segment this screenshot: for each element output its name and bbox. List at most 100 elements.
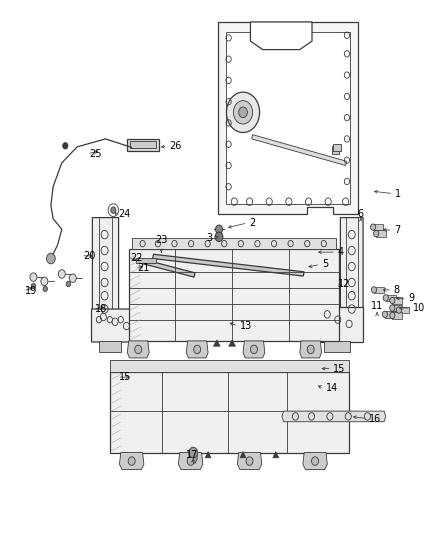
Text: 23: 23 (155, 235, 168, 245)
Circle shape (239, 107, 247, 118)
Circle shape (246, 457, 253, 465)
Polygon shape (315, 307, 363, 342)
Polygon shape (386, 295, 396, 301)
Bar (136, 258, 155, 263)
Circle shape (31, 284, 35, 289)
Circle shape (382, 311, 388, 318)
Polygon shape (205, 451, 211, 458)
Text: 4: 4 (338, 247, 344, 257)
Circle shape (226, 92, 260, 133)
Polygon shape (273, 451, 279, 458)
Circle shape (390, 305, 395, 311)
Circle shape (128, 457, 135, 465)
Text: 21: 21 (137, 263, 149, 273)
Text: 6: 6 (358, 208, 364, 219)
Polygon shape (152, 254, 304, 276)
Circle shape (251, 345, 258, 354)
Polygon shape (186, 341, 208, 358)
Polygon shape (392, 312, 403, 319)
Polygon shape (218, 22, 358, 214)
Polygon shape (120, 453, 144, 470)
Text: 17: 17 (186, 450, 198, 460)
Text: 22: 22 (130, 253, 142, 263)
Text: 13: 13 (240, 321, 252, 331)
Text: 11: 11 (371, 301, 383, 311)
Circle shape (371, 287, 377, 293)
Text: 12: 12 (338, 279, 350, 288)
Circle shape (46, 253, 55, 264)
Circle shape (58, 270, 65, 278)
Polygon shape (178, 453, 203, 470)
Polygon shape (240, 451, 246, 458)
Text: 15: 15 (120, 372, 132, 382)
Text: 25: 25 (89, 149, 101, 159)
Circle shape (69, 274, 76, 282)
Circle shape (187, 457, 194, 465)
Polygon shape (303, 453, 327, 470)
Polygon shape (138, 258, 195, 277)
Text: 7: 7 (395, 225, 401, 236)
Text: 19: 19 (25, 286, 37, 296)
Text: 3: 3 (207, 233, 213, 243)
Polygon shape (374, 287, 384, 293)
Text: 15: 15 (333, 364, 346, 374)
Polygon shape (385, 311, 395, 318)
Circle shape (390, 297, 395, 304)
Polygon shape (229, 340, 236, 346)
Text: 24: 24 (118, 209, 131, 220)
Polygon shape (237, 453, 262, 470)
Bar (130, 141, 156, 149)
Polygon shape (251, 22, 312, 50)
Text: 5: 5 (322, 260, 328, 269)
Circle shape (189, 447, 198, 458)
Circle shape (396, 307, 402, 313)
Polygon shape (392, 297, 403, 304)
Bar (127, 139, 159, 151)
Circle shape (43, 286, 47, 292)
Polygon shape (92, 312, 130, 328)
Polygon shape (110, 372, 349, 453)
Polygon shape (213, 340, 220, 346)
Polygon shape (392, 305, 403, 311)
Circle shape (194, 345, 201, 354)
Text: 2: 2 (249, 218, 255, 228)
Polygon shape (300, 341, 321, 358)
Bar (132, 238, 336, 249)
Circle shape (371, 224, 376, 230)
Polygon shape (189, 454, 197, 463)
Polygon shape (226, 31, 350, 204)
Text: 10: 10 (413, 303, 425, 313)
Text: 20: 20 (83, 251, 95, 261)
Polygon shape (373, 224, 383, 230)
Polygon shape (252, 135, 346, 165)
Circle shape (233, 101, 253, 124)
Circle shape (383, 295, 389, 301)
Polygon shape (243, 341, 265, 358)
Polygon shape (92, 309, 145, 342)
Polygon shape (399, 307, 409, 313)
Circle shape (135, 345, 142, 354)
Text: 9: 9 (409, 293, 415, 303)
Polygon shape (282, 411, 386, 422)
Polygon shape (340, 217, 363, 328)
Circle shape (30, 273, 37, 281)
Polygon shape (99, 341, 121, 352)
Polygon shape (376, 230, 386, 237)
Polygon shape (130, 249, 339, 341)
Bar (110, 360, 349, 372)
Polygon shape (324, 341, 350, 352)
Polygon shape (332, 147, 339, 154)
Circle shape (111, 207, 116, 213)
Circle shape (41, 277, 48, 286)
Text: 1: 1 (396, 189, 402, 199)
Polygon shape (127, 341, 149, 358)
Circle shape (63, 143, 68, 149)
Circle shape (215, 225, 223, 233)
Text: 18: 18 (95, 304, 107, 314)
Text: 26: 26 (169, 141, 182, 151)
Circle shape (307, 345, 314, 354)
Polygon shape (92, 217, 119, 328)
Circle shape (390, 312, 395, 319)
Text: 14: 14 (325, 383, 338, 393)
Circle shape (374, 230, 379, 237)
